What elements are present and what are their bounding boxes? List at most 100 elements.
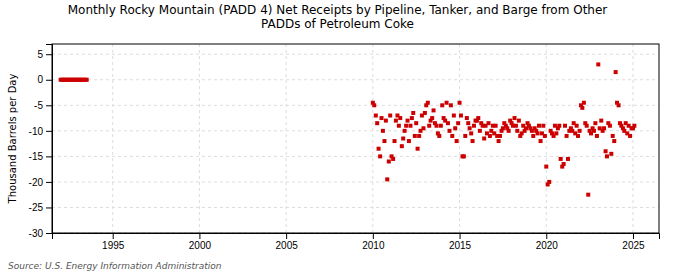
point bbox=[605, 154, 609, 158]
tick-label: -25 bbox=[29, 202, 44, 213]
point bbox=[407, 139, 411, 143]
point bbox=[563, 124, 567, 128]
tick: -20 bbox=[29, 177, 52, 188]
point bbox=[586, 193, 590, 197]
point bbox=[403, 129, 407, 133]
chart: 199520002005201020152020202550-5-10-15-2… bbox=[0, 0, 675, 275]
grid-line-y bbox=[52, 181, 659, 182]
point bbox=[465, 116, 469, 120]
point bbox=[430, 116, 434, 120]
tick: -10 bbox=[29, 126, 52, 137]
point bbox=[378, 154, 382, 158]
tick-mark bbox=[46, 80, 52, 81]
tick-mark bbox=[46, 233, 52, 234]
grid-line-x bbox=[372, 44, 373, 233]
point bbox=[488, 134, 492, 138]
tick-label: -30 bbox=[29, 228, 44, 239]
tick: -30 bbox=[29, 228, 52, 239]
point bbox=[381, 129, 385, 133]
point bbox=[445, 101, 449, 105]
point bbox=[472, 124, 476, 128]
point bbox=[487, 121, 491, 125]
tick-label: -15 bbox=[29, 151, 44, 162]
point bbox=[446, 121, 450, 125]
point bbox=[554, 131, 558, 135]
point bbox=[466, 121, 470, 125]
point bbox=[507, 129, 511, 133]
point bbox=[393, 139, 397, 143]
tick-mark bbox=[113, 233, 114, 239]
point bbox=[531, 134, 535, 138]
point bbox=[539, 139, 543, 143]
grid-line-y bbox=[52, 79, 659, 80]
point bbox=[391, 157, 395, 161]
tick-label: -10 bbox=[29, 126, 44, 137]
point bbox=[565, 134, 569, 138]
point bbox=[513, 116, 517, 120]
point bbox=[596, 62, 600, 66]
point bbox=[617, 103, 621, 107]
tick-label: -20 bbox=[29, 177, 44, 188]
point bbox=[566, 157, 570, 161]
grid-line-x bbox=[459, 44, 460, 233]
tick-label: 2010 bbox=[362, 240, 385, 251]
point bbox=[628, 134, 632, 138]
point bbox=[459, 114, 463, 118]
point bbox=[440, 103, 444, 107]
point bbox=[423, 111, 427, 115]
point bbox=[582, 101, 586, 105]
point bbox=[455, 139, 459, 143]
point bbox=[434, 124, 438, 128]
tick-mark bbox=[286, 233, 287, 239]
point bbox=[611, 134, 615, 138]
point bbox=[478, 129, 482, 133]
grid-line-x bbox=[199, 44, 200, 233]
point bbox=[469, 131, 473, 135]
grid-line-y bbox=[52, 105, 659, 106]
point bbox=[401, 137, 405, 141]
point bbox=[397, 124, 401, 128]
grid-line-x bbox=[286, 44, 287, 233]
tick: 0 bbox=[37, 74, 52, 85]
grid-line-y bbox=[52, 54, 659, 55]
point bbox=[608, 124, 612, 128]
point bbox=[426, 101, 430, 105]
grid-line-x bbox=[112, 44, 113, 233]
point bbox=[517, 119, 521, 123]
tick: 2000 bbox=[189, 233, 212, 251]
tick-mark bbox=[46, 182, 52, 183]
point bbox=[453, 126, 457, 130]
point bbox=[437, 134, 441, 138]
tick: 1995 bbox=[102, 233, 125, 251]
point bbox=[385, 177, 389, 181]
grid-line-x bbox=[546, 44, 547, 233]
grid-line-x bbox=[632, 44, 633, 233]
point bbox=[417, 134, 421, 138]
point bbox=[468, 126, 472, 130]
point bbox=[497, 139, 501, 143]
grid-line-y bbox=[52, 156, 659, 157]
grid bbox=[52, 44, 659, 233]
tick-mark bbox=[460, 233, 461, 239]
points bbox=[59, 62, 637, 196]
plot-frame bbox=[52, 44, 659, 233]
point bbox=[413, 134, 417, 138]
grid-line-y bbox=[52, 207, 659, 208]
point bbox=[609, 152, 613, 156]
point bbox=[494, 124, 498, 128]
y-axis-title: Thousand Barrels per Day bbox=[7, 74, 18, 205]
tick-mark bbox=[46, 207, 52, 208]
point bbox=[575, 124, 579, 128]
point bbox=[374, 114, 378, 118]
tick-mark bbox=[46, 156, 52, 157]
point bbox=[595, 134, 599, 138]
point bbox=[562, 162, 566, 166]
point bbox=[515, 129, 519, 133]
point bbox=[547, 180, 551, 184]
point bbox=[411, 111, 415, 115]
tick: 2010 bbox=[362, 233, 385, 251]
point bbox=[498, 134, 502, 138]
tick-mark bbox=[199, 233, 200, 239]
point bbox=[398, 116, 402, 120]
point bbox=[592, 129, 596, 133]
